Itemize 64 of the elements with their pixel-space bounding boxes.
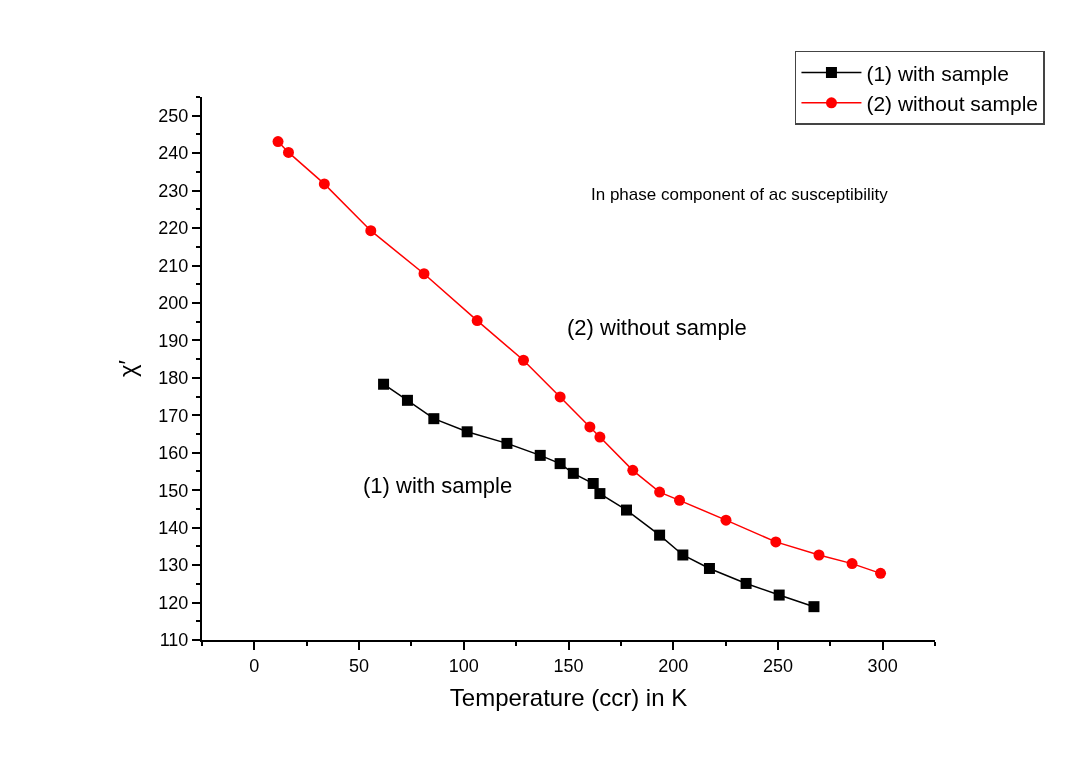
point xyxy=(272,136,284,148)
y-tick-label: 200 xyxy=(158,293,189,314)
point xyxy=(654,529,666,541)
point xyxy=(501,437,513,449)
point xyxy=(461,426,473,438)
point xyxy=(627,464,639,476)
point xyxy=(813,549,825,561)
annotation: (1) with sample xyxy=(363,473,513,498)
point xyxy=(534,449,546,461)
point xyxy=(677,549,689,561)
y-tick-label: 150 xyxy=(158,480,189,501)
y-tick-label: 220 xyxy=(158,218,189,239)
x-tick-label: 300 xyxy=(867,655,898,676)
point xyxy=(654,486,666,498)
point xyxy=(703,562,715,574)
y-tick-label: 240 xyxy=(158,143,189,164)
x-tick-label: 50 xyxy=(349,655,370,676)
point xyxy=(594,431,606,443)
y-tick-label: 190 xyxy=(158,330,189,351)
y-axis-title: χ′ xyxy=(113,359,141,378)
point xyxy=(418,268,430,280)
point xyxy=(587,477,599,489)
annotation: (2) without sample xyxy=(567,315,747,340)
point xyxy=(517,354,529,366)
point xyxy=(471,315,483,327)
y-tick-label: 180 xyxy=(158,368,189,389)
point xyxy=(770,536,782,548)
y-tick-label: 230 xyxy=(158,180,189,201)
x-tick-label: 100 xyxy=(448,655,479,676)
point xyxy=(554,391,566,403)
y-tick-label: 140 xyxy=(158,517,189,538)
point xyxy=(621,504,633,516)
y-tick-label: 110 xyxy=(159,630,189,651)
y-tick-label: 250 xyxy=(158,106,189,127)
y-tick-label: 160 xyxy=(158,443,189,464)
point xyxy=(365,225,377,237)
x-tick-label: 200 xyxy=(658,655,689,676)
point xyxy=(594,488,606,500)
point xyxy=(875,567,887,579)
point xyxy=(674,494,685,506)
point xyxy=(428,413,440,425)
point xyxy=(401,394,413,406)
legend-label: (1) with sample xyxy=(866,61,1009,85)
x-tick-label: 0 xyxy=(249,655,260,676)
point xyxy=(554,458,566,470)
point xyxy=(846,558,858,570)
point xyxy=(584,421,596,433)
y-tick-label: 170 xyxy=(158,405,189,426)
x-tick-label: 250 xyxy=(762,655,793,676)
y-tick-label: 130 xyxy=(158,555,189,576)
y-tick-label: 210 xyxy=(158,255,189,276)
point xyxy=(773,589,785,601)
point xyxy=(720,514,732,526)
annotation: In phase component of ac susceptibility xyxy=(591,185,889,204)
point xyxy=(567,467,579,479)
x-tick-label: 150 xyxy=(553,655,584,676)
point xyxy=(318,178,330,190)
y-tick-label: 120 xyxy=(158,592,189,613)
point xyxy=(740,577,752,589)
point xyxy=(282,146,294,158)
point xyxy=(378,378,390,390)
point xyxy=(808,601,820,613)
x-axis-title: Temperature (ccr) in K xyxy=(449,684,688,712)
legend-label: (2) without sample xyxy=(866,91,1039,115)
